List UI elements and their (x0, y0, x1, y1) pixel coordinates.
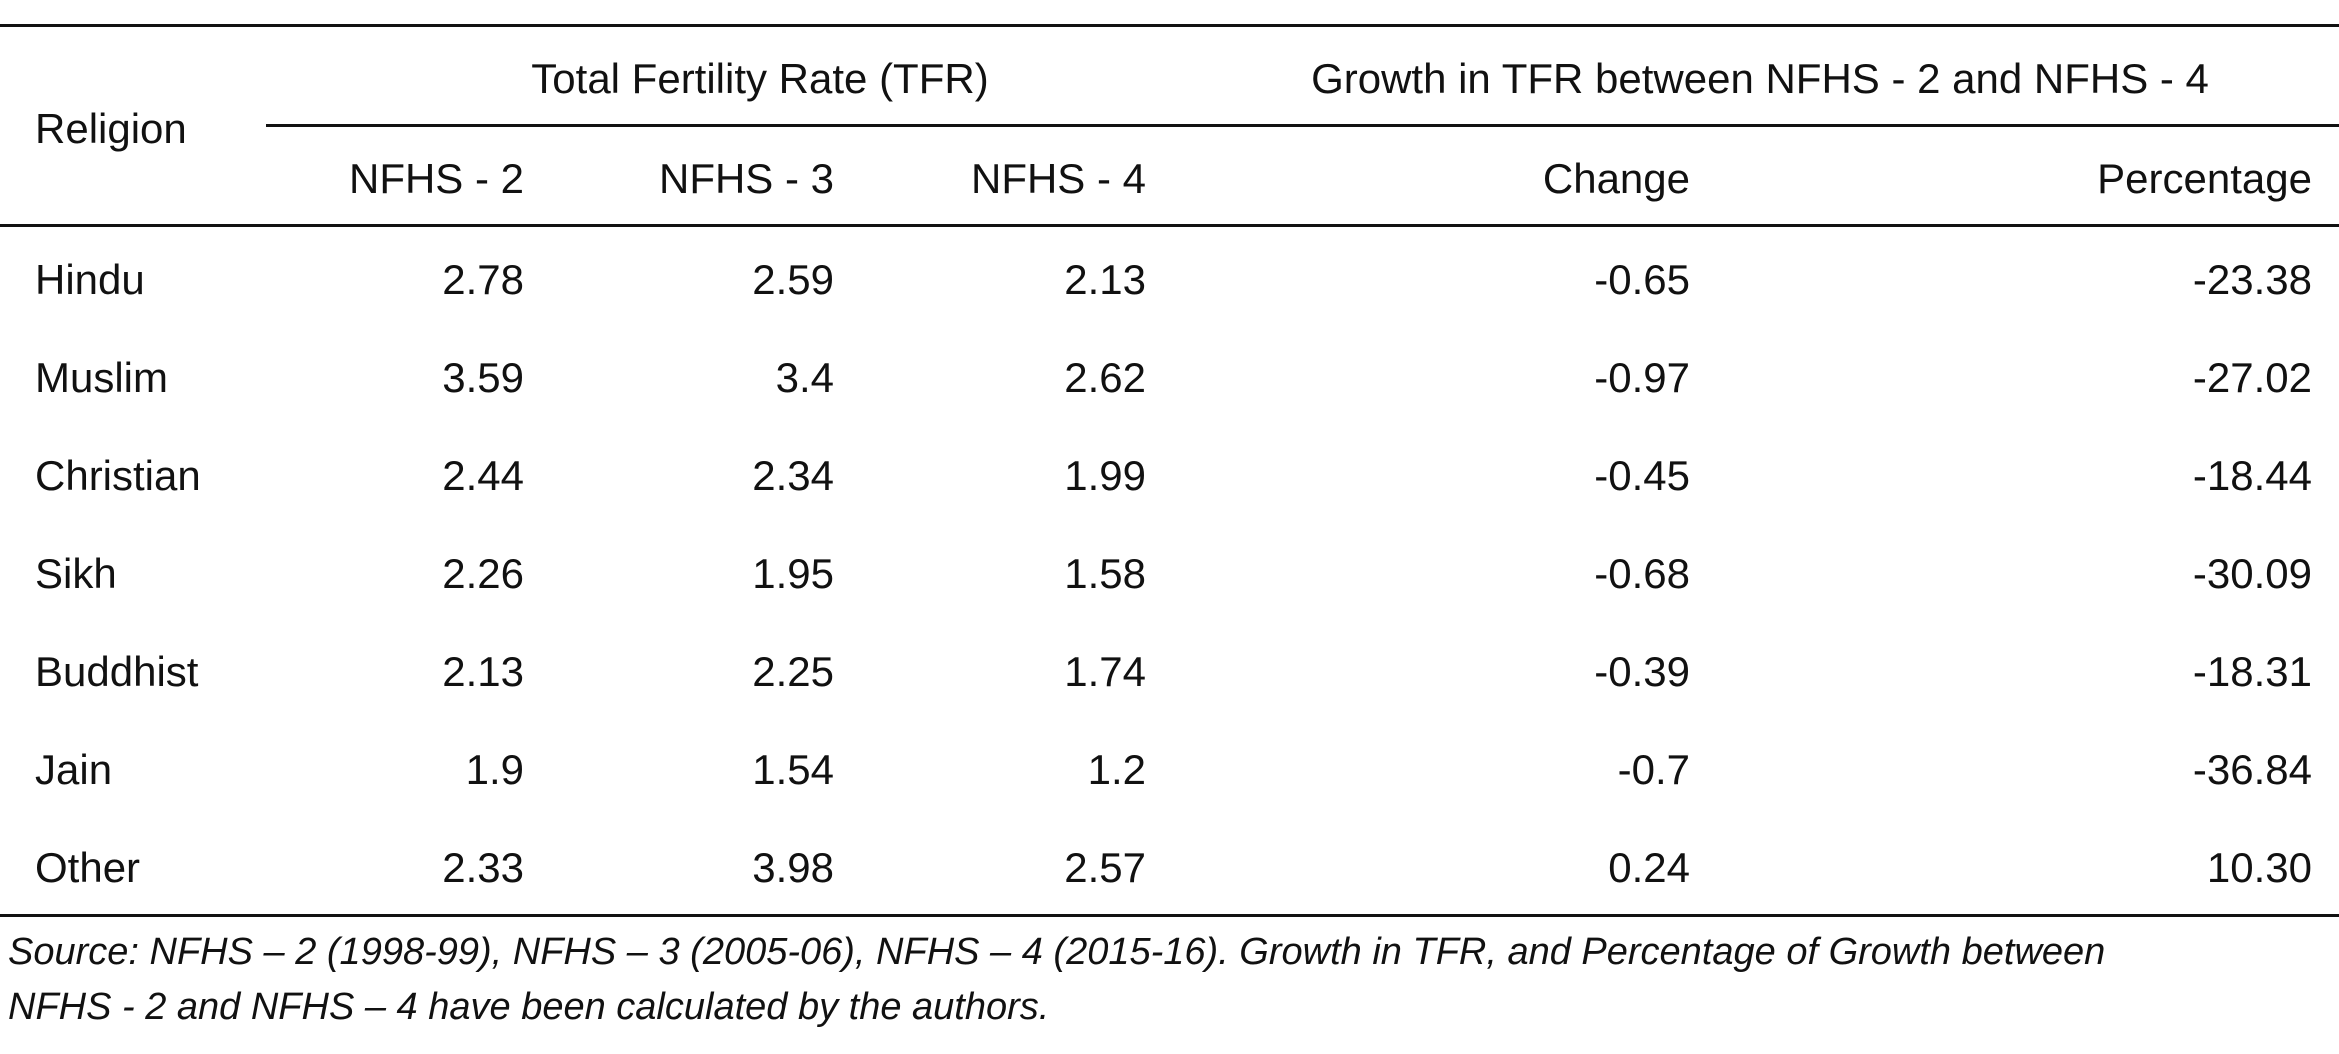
row-percentage: -36.84 (2192, 746, 2312, 793)
source-note-line-1: Source: NFHS – 2 (1998-99), NFHS – 3 (20… (8, 931, 2106, 973)
row-nfhs2: 2.26 (442, 550, 524, 597)
row-religion: Buddhist (35, 648, 199, 695)
row-nfhs4: 2.62 (1064, 354, 1146, 401)
row-nfhs2: 3.59 (442, 354, 524, 401)
row-nfhs3: 3.98 (752, 844, 834, 891)
header-bottom-rule (0, 224, 2339, 227)
column-header-nfhs4: NFHS - 4 (970, 155, 1146, 202)
religion-header: Religion (35, 105, 187, 152)
row-percentage: -23.38 (2192, 256, 2312, 303)
column-header-nfhs3: NFHS - 3 (658, 155, 834, 202)
row-nfhs3: 2.34 (752, 452, 834, 499)
row-nfhs3: 1.54 (752, 746, 834, 793)
row-nfhs4: 1.58 (1064, 550, 1146, 597)
row-change: -0.97 (1594, 354, 1690, 401)
row-nfhs4: 1.2 (1087, 746, 1146, 793)
row-change: 0.24 (1608, 844, 1690, 891)
row-change: -0.39 (1594, 648, 1690, 695)
row-change: -0.68 (1594, 550, 1690, 597)
row-nfhs3: 2.25 (752, 648, 834, 695)
table-top-rule (0, 24, 2339, 27)
row-religion: Jain (35, 746, 113, 793)
row-religion: Muslim (35, 354, 168, 401)
group-header-rule (266, 124, 2339, 127)
row-nfhs2: 2.13 (442, 648, 524, 695)
column-header-nfhs2: NFHS - 2 (348, 155, 524, 202)
row-nfhs2: 2.44 (442, 452, 524, 499)
row-nfhs2: 1.9 (465, 746, 524, 793)
row-nfhs4: 2.57 (1064, 844, 1146, 891)
tfr-group-header: Total Fertility Rate (TFR) (531, 55, 989, 102)
row-nfhs4: 1.99 (1064, 452, 1146, 499)
column-header-change: Change (1542, 155, 1690, 202)
row-nfhs2: 2.78 (442, 256, 524, 303)
row-percentage: -18.31 (2192, 648, 2312, 695)
table-bottom-rule (0, 914, 2339, 917)
row-nfhs4: 1.74 (1064, 648, 1146, 695)
row-percentage: -18.44 (2192, 452, 2312, 499)
row-change: -0.45 (1594, 452, 1690, 499)
row-nfhs4: 2.13 (1064, 256, 1146, 303)
column-header-percentage: Percentage (2097, 155, 2312, 202)
row-change: -0.7 (1617, 746, 1690, 793)
row-religion: Other (35, 844, 141, 891)
row-religion: Sikh (35, 550, 117, 597)
row-change: -0.65 (1594, 256, 1690, 303)
row-percentage: -30.09 (2192, 550, 2312, 597)
row-nfhs3: 3.4 (775, 354, 834, 401)
row-nfhs3: 2.59 (752, 256, 834, 303)
growth-group-header: Growth in TFR between NFHS - 2 and NFHS … (1311, 55, 2209, 102)
row-religion: Christian (35, 452, 201, 499)
row-nfhs2: 2.33 (442, 844, 524, 891)
row-religion: Hindu (35, 256, 145, 303)
row-nfhs3: 1.95 (752, 550, 834, 597)
row-percentage: -27.02 (2192, 354, 2312, 401)
source-note-line-2: NFHS - 2 and NFHS – 4 have been calculat… (8, 986, 1050, 1028)
row-percentage: 10.30 (2206, 844, 2312, 891)
